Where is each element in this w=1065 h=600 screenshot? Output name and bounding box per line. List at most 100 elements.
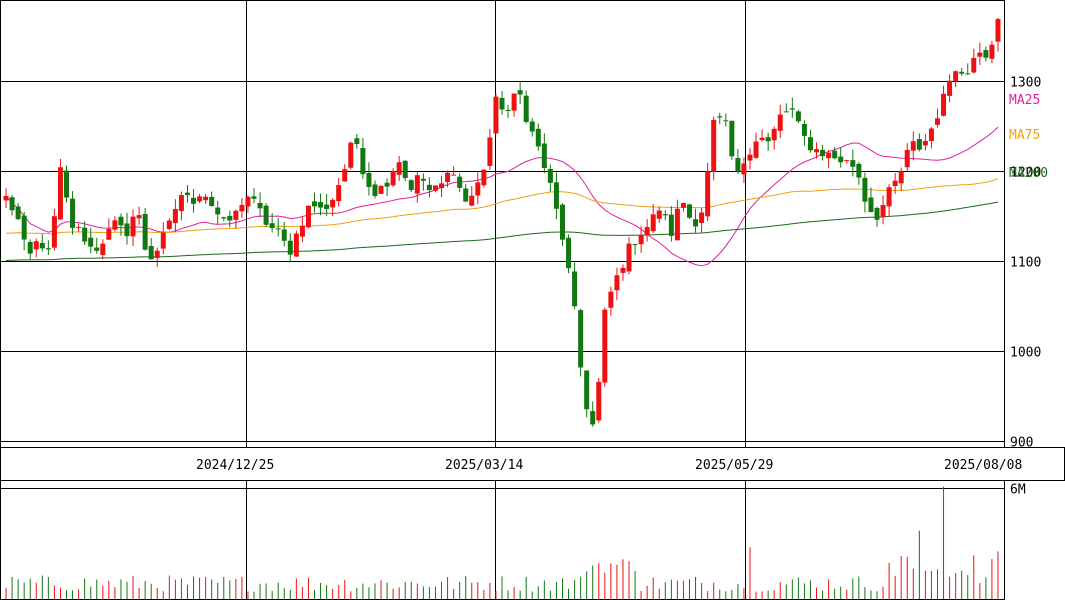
candle [136, 206, 142, 225]
candle [753, 132, 759, 159]
candle [608, 286, 614, 316]
candle [783, 103, 789, 113]
candle [505, 104, 511, 118]
candle-body [638, 234, 644, 245]
candle-body [995, 19, 1001, 42]
candle-body [668, 214, 674, 236]
candle [995, 17, 1001, 52]
candle-body [209, 196, 215, 206]
candle [771, 126, 777, 150]
candle-body [916, 139, 922, 150]
candle [729, 120, 735, 160]
candle [934, 108, 940, 128]
candle [142, 207, 148, 251]
candle-body [771, 128, 777, 141]
candle [408, 179, 414, 192]
candle-body [789, 108, 795, 110]
candle-body [584, 370, 590, 410]
candle-body [511, 93, 517, 111]
candle-body [239, 204, 245, 212]
candle-body [904, 149, 910, 168]
candle-body [814, 149, 820, 153]
candle [130, 209, 136, 247]
candle-body [687, 204, 693, 218]
candle-body [324, 204, 330, 209]
candle [801, 120, 807, 146]
candle-body [947, 80, 953, 96]
candle-body [469, 195, 475, 206]
x-tick-label: 2024/12/25 [196, 458, 274, 473]
price-panel [0, 0, 1005, 448]
candle-body [723, 120, 729, 122]
candle-body [977, 52, 983, 57]
candle [463, 183, 469, 203]
candle [517, 82, 523, 104]
candle [953, 70, 959, 88]
candle [184, 185, 190, 203]
candle-body [27, 241, 33, 254]
candle [318, 193, 324, 216]
candle-body [868, 197, 874, 213]
candle [3, 188, 9, 208]
candle [469, 185, 475, 207]
y-tick-label: 1200 [1010, 166, 1041, 181]
candle-body [112, 220, 118, 230]
candle-body [801, 123, 807, 136]
candle-body [566, 237, 572, 269]
candle-body [9, 197, 15, 211]
candle [820, 145, 826, 161]
candle [959, 67, 965, 76]
candle [511, 93, 517, 117]
candle-body [463, 188, 469, 202]
candle [566, 234, 572, 274]
candle-body [826, 152, 832, 159]
candle-body [281, 229, 287, 241]
candle-body [717, 116, 723, 118]
candle-body [354, 138, 360, 145]
candle-body [493, 96, 499, 134]
candle-body [203, 196, 209, 201]
candle [233, 209, 239, 229]
candle [668, 206, 674, 242]
candle-body [753, 141, 759, 158]
candle [602, 307, 608, 387]
x-tick-label: 2025/08/08 [944, 458, 1022, 473]
candle-body [184, 192, 190, 196]
candle-body [21, 215, 27, 240]
candle-body [765, 137, 771, 142]
candle-body [305, 205, 311, 228]
candle [221, 216, 227, 222]
candle [572, 262, 578, 310]
candle [626, 237, 632, 275]
candle [70, 191, 76, 235]
moving-average-lines [5, 126, 999, 267]
candle [166, 218, 172, 231]
candle-body [832, 150, 838, 159]
candle-body [178, 195, 184, 212]
candle-body [51, 216, 57, 248]
candle [693, 208, 699, 233]
y-tick-label: 1100 [1010, 256, 1041, 271]
ma75-line [5, 178, 999, 235]
candle-body [233, 210, 239, 220]
x-tick-label: 2025/03/14 [445, 458, 523, 473]
candle-body [215, 207, 221, 215]
candle-body [656, 210, 662, 219]
candle [838, 147, 844, 168]
volume-axis-ticks: 6M [1010, 483, 1026, 498]
candle [100, 239, 106, 260]
candle [426, 177, 432, 198]
candle-body [644, 227, 650, 236]
candle [910, 131, 916, 161]
candle [553, 172, 559, 220]
candle [880, 195, 886, 225]
candle [481, 169, 487, 188]
volume-series [5, 486, 999, 599]
candle [245, 195, 251, 213]
candle-body [928, 128, 934, 142]
candle-body [953, 71, 959, 82]
candle [197, 194, 203, 204]
candle-body [795, 111, 801, 122]
candle-body [620, 267, 626, 273]
candle-body [741, 163, 747, 175]
